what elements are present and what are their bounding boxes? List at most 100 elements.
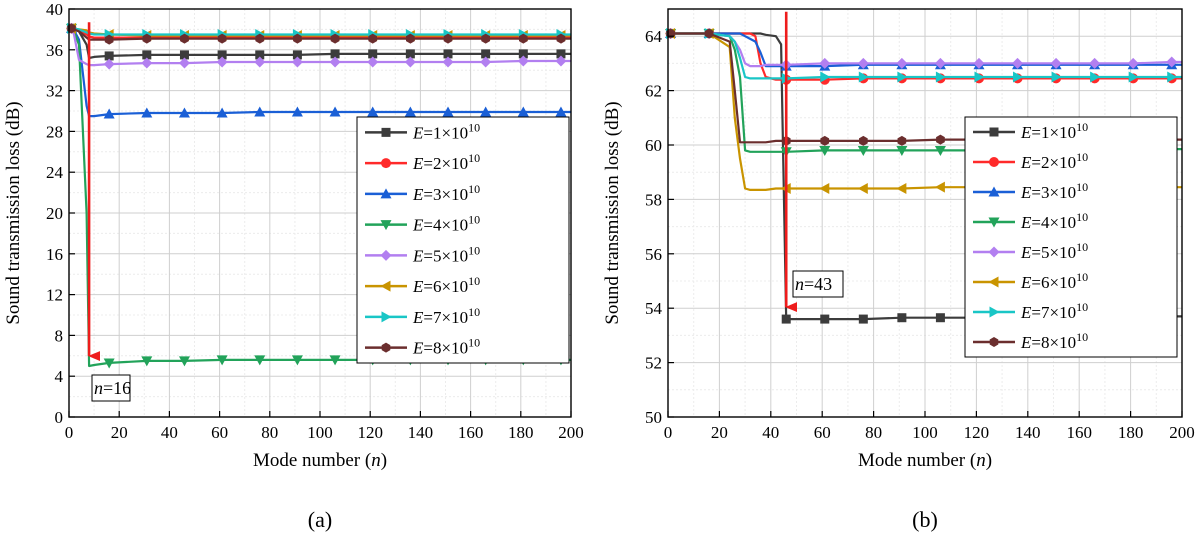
x-tick-label: 140 xyxy=(1015,423,1041,442)
series-7-point xyxy=(1167,71,1178,83)
legend-marker-5 xyxy=(380,249,392,261)
legend-label-5: E=5×1010 xyxy=(1020,240,1088,262)
y-tick-label: 36 xyxy=(46,41,63,60)
legend-marker-1 xyxy=(381,127,391,137)
y-tick-label: 24 xyxy=(46,163,64,182)
series-8-point xyxy=(859,135,868,146)
series-3-point xyxy=(555,106,567,117)
x-tick-label: 80 xyxy=(865,423,882,442)
series-5-point xyxy=(517,55,529,67)
series-1-point xyxy=(217,50,227,60)
series-1-point xyxy=(935,313,945,323)
series-8-point xyxy=(936,134,945,145)
series-3-point xyxy=(329,106,341,117)
series-4-point xyxy=(896,145,908,156)
series-5-point xyxy=(216,56,228,68)
y-tick-label: 28 xyxy=(46,122,63,141)
legend-label-8: E=8×1010 xyxy=(1020,330,1088,352)
series-4-point xyxy=(141,356,153,367)
legend-marker-4 xyxy=(380,220,392,231)
series-1-point xyxy=(518,49,528,59)
y-tick-label: 52 xyxy=(645,354,662,373)
series-line-5 xyxy=(70,27,571,67)
series-8-point xyxy=(330,33,340,44)
x-tick-label: 120 xyxy=(964,423,990,442)
legend-label-1: E=1×1010 xyxy=(412,120,480,142)
annotation-label: n=43 xyxy=(795,274,832,294)
series-7-point xyxy=(858,71,869,83)
y-tick-label: 54 xyxy=(645,299,663,318)
series-line-2 xyxy=(670,32,1182,81)
legend-label-4: E=4×1010 xyxy=(1020,210,1088,232)
series-5-point xyxy=(1089,57,1101,69)
x-tick-label: 20 xyxy=(711,423,728,442)
x-tick-label: 80 xyxy=(261,423,278,442)
legend-marker-8 xyxy=(381,342,391,353)
x-tick-label: 40 xyxy=(161,423,178,442)
series-1-point xyxy=(405,49,415,59)
series-4-point xyxy=(857,145,869,156)
x-tick-label: 20 xyxy=(111,423,128,442)
y-tick-label: 0 xyxy=(55,408,64,427)
series-3-point xyxy=(141,107,153,118)
x-tick-label: 180 xyxy=(508,423,534,442)
series-5-point xyxy=(1050,57,1062,69)
series-3-point xyxy=(480,106,492,117)
y-axis-label: Sound transmission loss (dB) xyxy=(3,101,24,324)
y-tick-label: 16 xyxy=(46,245,63,264)
series-7-point xyxy=(1013,71,1024,83)
series-1-point xyxy=(142,50,152,60)
y-tick-label: 4 xyxy=(55,367,64,386)
series-line-8 xyxy=(71,27,571,41)
legend-marker-7 xyxy=(989,306,1000,318)
legend-label-3: E=3×1010 xyxy=(412,182,480,204)
series-8-point xyxy=(897,135,907,146)
x-tick-label: 200 xyxy=(558,423,584,442)
x-tick-label: 160 xyxy=(1066,423,1092,442)
y-tick-label: 20 xyxy=(46,204,63,223)
series-4-point xyxy=(103,358,115,369)
legend-marker-3 xyxy=(380,188,392,199)
series-1-point xyxy=(556,49,566,59)
y-tick-label: 62 xyxy=(645,82,662,101)
x-tick-label: 120 xyxy=(357,423,383,442)
series-7-point xyxy=(1051,71,1062,83)
series-6-point xyxy=(934,181,945,193)
series-4-point xyxy=(819,145,831,156)
y-tick-label: 8 xyxy=(55,326,64,345)
series-8-point xyxy=(443,33,453,44)
series-5-point xyxy=(329,56,341,68)
series-5-point xyxy=(1127,57,1139,69)
legend-label-2: E=2×1010 xyxy=(1020,150,1088,172)
series-1-point xyxy=(255,50,265,60)
series-5-point xyxy=(857,57,869,69)
x-tick-label: 160 xyxy=(458,423,484,442)
series-7-point xyxy=(897,71,908,83)
series-3-point xyxy=(367,106,379,117)
series-1-point xyxy=(104,51,114,61)
legend-label-7: E=7×1010 xyxy=(412,305,480,327)
x-tick-label: 40 xyxy=(762,423,779,442)
series-8-point xyxy=(104,34,114,45)
series-1-point xyxy=(368,49,378,59)
series-5-point xyxy=(291,56,303,68)
series-4-point xyxy=(178,356,190,367)
series-8-point xyxy=(293,33,302,44)
x-tick-label: 100 xyxy=(307,423,333,442)
series-8-point xyxy=(481,33,490,44)
series-1-point xyxy=(481,49,491,59)
x-axis-label: Mode number (n) xyxy=(253,450,387,471)
legend-label-6: E=6×1010 xyxy=(1020,270,1088,292)
series-5-point xyxy=(555,55,567,67)
series-6-point xyxy=(857,183,868,195)
y-tick-label: 12 xyxy=(46,286,63,305)
series-5-point xyxy=(442,56,454,68)
x-tick-label: 0 xyxy=(65,423,74,442)
legend-box xyxy=(964,116,1178,358)
legend-marker-8 xyxy=(989,337,999,347)
series-8-point xyxy=(556,33,566,44)
series-6-point xyxy=(896,183,907,195)
y-tick-label: 56 xyxy=(645,245,662,264)
ticks: 0 20 40 60 80 100 120 140 160 180 200 0 4 8 12 16 20 24 28… xyxy=(46,0,584,442)
legend: E=1×1010 E=2×1010 E=3×1010 E=4×1010 E=5×1010… xyxy=(964,116,1178,358)
